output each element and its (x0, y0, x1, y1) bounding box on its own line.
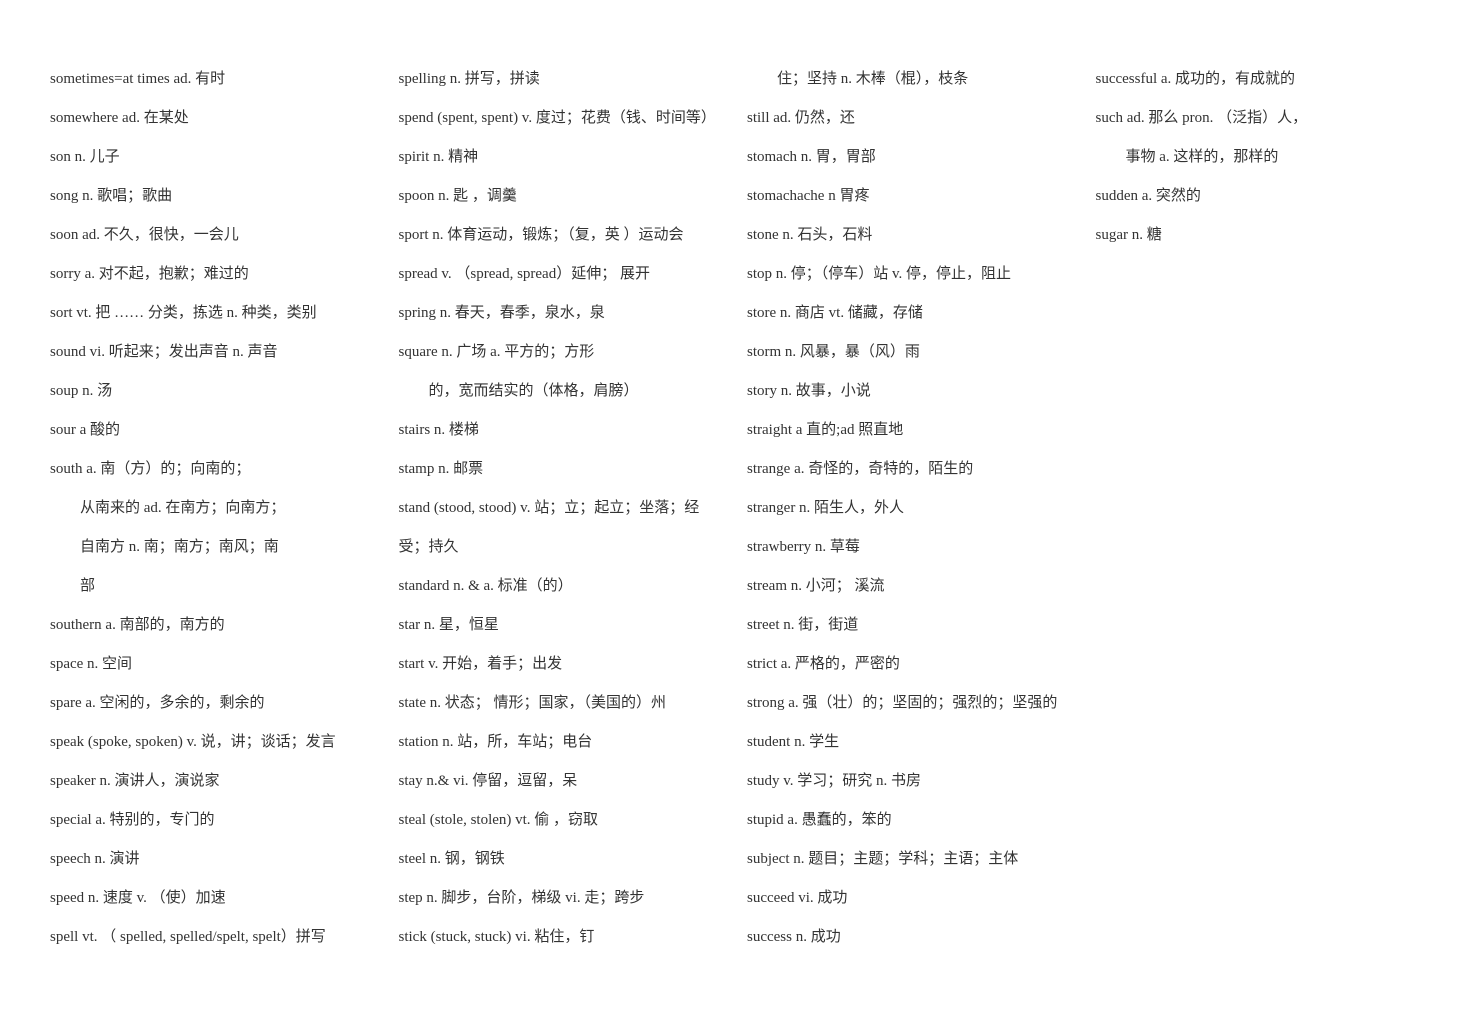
vocab-entry: stairs n. 楼梯 (399, 411, 728, 450)
vocab-entry: speed n. 速度 v. （使）加速 (50, 879, 379, 918)
vocab-entry: southern a. 南部的，南方的 (50, 606, 379, 645)
vocab-entry: son n. 儿子 (50, 138, 379, 177)
vocab-entry-cont: 住；坚持 n. 木棒（棍），枝条 (747, 60, 1076, 99)
vocab-entry: spread v. （spread, spread）延伸； 展开 (399, 255, 728, 294)
vocab-entry: space n. 空间 (50, 645, 379, 684)
vocab-entry: state n. 状态； 情形；国家，（美国的）州 (399, 684, 728, 723)
vocab-entry: straight a 直的;ad 照直地 (747, 411, 1076, 450)
vocab-entry: song n. 歌唱；歌曲 (50, 177, 379, 216)
vocab-entry: still ad. 仍然，还 (747, 99, 1076, 138)
vocab-entry: steal (stole, stolen) vt. 偷 ，窃取 (399, 801, 728, 840)
vocab-entry: start v. 开始，着手；出发 (399, 645, 728, 684)
vocab-entry-cont: 部 (50, 567, 379, 606)
vocab-entry: stream n. 小河； 溪流 (747, 567, 1076, 606)
vocab-entry: sometimes=at times ad. 有时 (50, 60, 379, 99)
vocabulary-page: sometimes=at times ad. 有时somewhere ad. 在… (0, 0, 1474, 1020)
vocab-entry: strict a. 严格的，严密的 (747, 645, 1076, 684)
vocab-entry-cont: 自南方 n. 南；南方；南风；南 (50, 528, 379, 567)
vocab-entry: spirit n. 精神 (399, 138, 728, 177)
vocab-entry: strong a. 强（壮）的；坚固的；强烈的；坚强的 (747, 684, 1076, 723)
vocab-entry: standard n. & a. 标准（的） (399, 567, 728, 606)
vocab-entry: somewhere ad. 在某处 (50, 99, 379, 138)
vocab-entry: stick (stuck, stuck) vi. 粘住，钉 (399, 918, 728, 957)
vocab-entry: stomachache n 胃疼 (747, 177, 1076, 216)
vocab-entry: spring n. 春天，春季，泉水，泉 (399, 294, 728, 333)
vocab-entry: steel n. 钢，钢铁 (399, 840, 728, 879)
vocab-entry: spoon n. 匙 ，调羹 (399, 177, 728, 216)
vocab-entry: stop n. 停；（停车）站 v. 停，停止，阻止 (747, 255, 1076, 294)
vocab-entry: soup n. 汤 (50, 372, 379, 411)
vocab-entry: special a. 特别的，专门的 (50, 801, 379, 840)
vocab-entry: student n. 学生 (747, 723, 1076, 762)
vocab-entry: sport n. 体育运动，锻炼；（复，英 ）运动会 (399, 216, 728, 255)
vocab-entry: study v. 学习；研究 n. 书房 (747, 762, 1076, 801)
vocab-entry: south a. 南（方）的；向南的； (50, 450, 379, 489)
vocab-entry: speech n. 演讲 (50, 840, 379, 879)
vocab-entry: sorry a. 对不起，抱歉；难过的 (50, 255, 379, 294)
vocab-entry: square n. 广场 a. 平方的；方形 (399, 333, 728, 372)
vocab-entry: stand (stood, stood) v. 站；立；起立；坐落；经受；持久 (399, 489, 728, 567)
vocab-entry: story n. 故事，小说 (747, 372, 1076, 411)
vocab-entry: speaker n. 演讲人，演说家 (50, 762, 379, 801)
vocab-entry: sour a 酸的 (50, 411, 379, 450)
vocab-entry: such ad. 那么 pron. （泛指）人， (1096, 99, 1425, 138)
vocab-entry: station n. 站，所，车站；电台 (399, 723, 728, 762)
vocab-entry-cont: 的，宽而结实的（体格，肩膀） (399, 372, 728, 411)
vocab-entry: successful a. 成功的，有成就的 (1096, 60, 1425, 99)
vocab-entry: stone n. 石头，石料 (747, 216, 1076, 255)
vocab-entry: stay n.& vi. 停留，逗留，呆 (399, 762, 728, 801)
vocab-entry: street n. 街，街道 (747, 606, 1076, 645)
vocab-entry: strawberry n. 草莓 (747, 528, 1076, 567)
vocab-entry: stupid a. 愚蠢的，笨的 (747, 801, 1076, 840)
vocab-entry: store n. 商店 vt. 储藏，存储 (747, 294, 1076, 333)
vocab-entry: stranger n. 陌生人，外人 (747, 489, 1076, 528)
vocab-entry: sort vt. 把 …… 分类，拣选 n. 种类，类别 (50, 294, 379, 333)
vocab-entry: spend (spent, spent) v. 度过；花费（钱、时间等） (399, 99, 728, 138)
vocab-entry: subject n. 题目；主题；学科；主语；主体 (747, 840, 1076, 879)
vocab-entry: sugar n. 糖 (1096, 216, 1425, 255)
vocab-entry: soon ad. 不久，很快，一会儿 (50, 216, 379, 255)
vocab-entry: spell vt. （ spelled, spelled/spelt, spel… (50, 918, 379, 957)
vocab-entry-cont: 事物 a. 这样的，那样的 (1096, 138, 1425, 177)
vocab-entry: star n. 星，恒星 (399, 606, 728, 645)
vocab-entry: strange a. 奇怪的，奇特的，陌生的 (747, 450, 1076, 489)
vocab-entry: spelling n. 拼写，拼读 (399, 60, 728, 99)
vocab-entry: succeed vi. 成功 (747, 879, 1076, 918)
vocab-entry: stamp n. 邮票 (399, 450, 728, 489)
vocab-entry: spare a. 空闲的，多余的，剩余的 (50, 684, 379, 723)
vocab-entry: speak (spoke, spoken) v. 说，讲；谈话；发言 (50, 723, 379, 762)
vocab-entry: step n. 脚步，台阶，梯级 vi. 走；跨步 (399, 879, 728, 918)
vocab-entry-cont: 从南来的 ad. 在南方；向南方； (50, 489, 379, 528)
vocab-entry: sound vi. 听起来；发出声音 n. 声音 (50, 333, 379, 372)
vocab-entry: success n. 成功 (747, 918, 1076, 957)
vocab-entry: sudden a. 突然的 (1096, 177, 1425, 216)
vocab-entry: storm n. 风暴，暴（风）雨 (747, 333, 1076, 372)
vocab-entry: stomach n. 胃，胃部 (747, 138, 1076, 177)
